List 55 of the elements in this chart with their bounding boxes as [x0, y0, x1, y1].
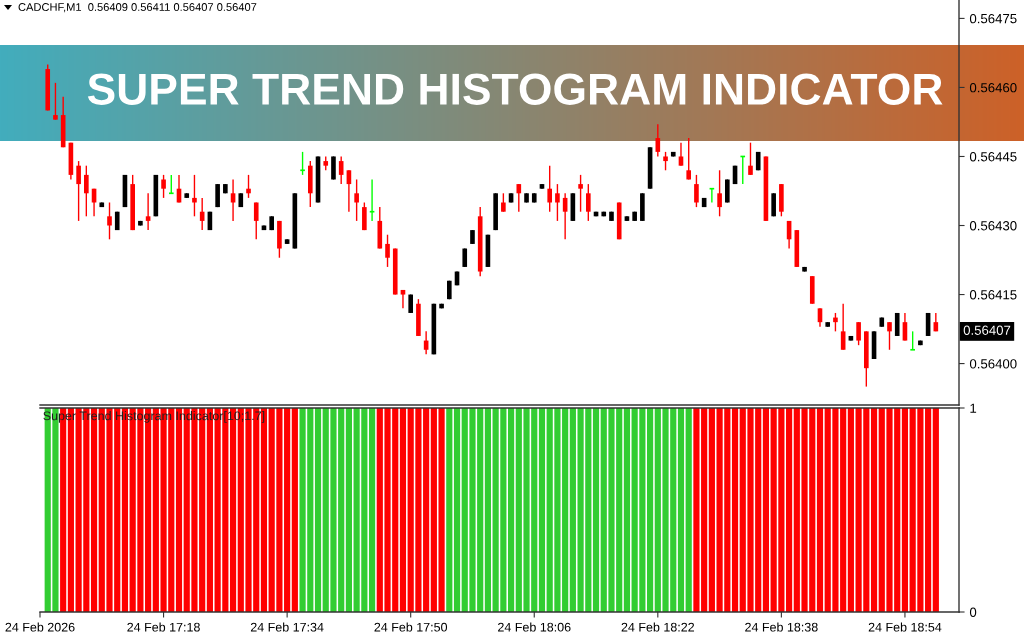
y-tick-label: 0.56475	[969, 13, 1017, 24]
candlestick	[678, 141, 684, 167]
x-tick-label: 24 Feb 18:54	[868, 622, 942, 632]
candlestick	[168, 174, 175, 195]
candlestick	[578, 174, 583, 213]
x-tick-label: 24 Feb 18:38	[745, 622, 818, 632]
candlestick	[717, 169, 722, 218]
text: 0.56407	[963, 325, 1011, 335]
x-tick-label: 24 Feb 18:22	[621, 622, 695, 632]
candlestick	[516, 183, 522, 213]
candlestick	[694, 174, 699, 208]
candlestick	[663, 151, 668, 171]
candlestick	[53, 82, 58, 121]
candlestick	[708, 187, 716, 204]
candlestick	[299, 151, 306, 176]
candlestick	[362, 201, 367, 231]
candlestick	[192, 174, 197, 218]
candlestick	[84, 164, 89, 218]
candlestick	[725, 178, 730, 204]
candlestick	[887, 321, 892, 351]
candlestick	[76, 160, 81, 222]
candlestick	[246, 174, 251, 199]
y-tick-label: 0.56430	[969, 221, 1017, 231]
candlestick	[748, 141, 753, 176]
x-tick-label: 24 Feb 18:06	[498, 622, 571, 632]
y-tick-label: 0.56460	[969, 83, 1017, 93]
candlestick	[856, 321, 861, 346]
candlestick	[686, 137, 692, 181]
candlestick	[145, 192, 151, 231]
y-tick-label: 0.56445	[969, 152, 1017, 162]
candlestick	[585, 183, 591, 222]
candlestick	[161, 174, 166, 199]
candlestick	[354, 178, 359, 222]
y-tick-label: 0.56400	[969, 359, 1017, 369]
y-tick-label: 0.56415	[969, 290, 1017, 300]
chart-subtitle: CADCHF,M1 0.56409 0.56411 0.56407 0.56407	[18, 3, 257, 13]
candlestick	[655, 123, 661, 158]
candlestick	[385, 234, 390, 268]
candlestick	[107, 201, 112, 241]
candlestick	[547, 164, 553, 213]
x-tick-label: 24 Feb 17:34	[250, 622, 324, 632]
candlestick	[833, 312, 838, 333]
x-tick-label: 24 Feb 17:18	[127, 622, 200, 632]
candlestick	[230, 178, 236, 222]
candlestick	[253, 201, 259, 241]
text: SUPER TREND HISTOGRAM INDICATOR	[87, 73, 943, 105]
y-tick-label: 0	[969, 607, 977, 617]
candlestick	[338, 155, 344, 185]
x-tick-label: 24 Feb 17:50	[374, 622, 448, 632]
candlestick	[555, 183, 560, 222]
candlestick	[368, 178, 376, 222]
y-tick-label: 1	[970, 403, 977, 413]
candlestick	[501, 192, 506, 213]
candlestick	[909, 330, 916, 351]
x-tick-label: 24 Feb 2026	[5, 622, 75, 632]
